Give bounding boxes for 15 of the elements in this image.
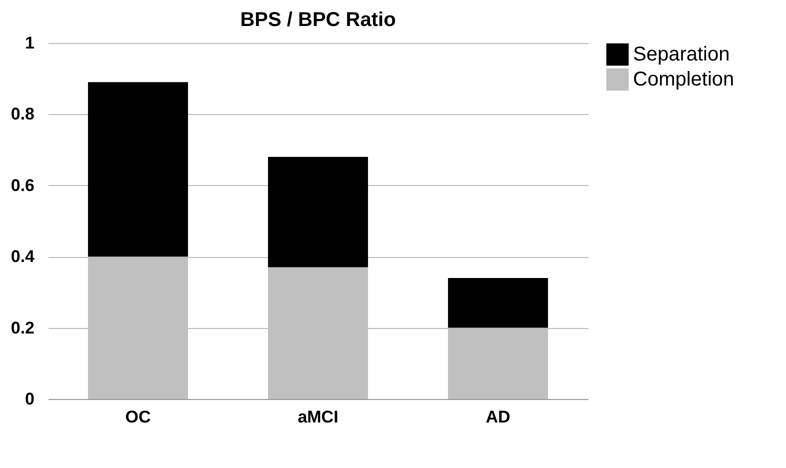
bar [448,278,548,328]
y-tick-label: 0.6 [10,176,34,195]
x-tick-label: AD [486,408,510,426]
y-tick-label: 1 [25,34,34,52]
y-tick-label: 0.2 [10,318,34,338]
y-tick-label: 0.8 [10,104,34,124]
bar [88,82,188,257]
y-tick-label: 0 [25,390,34,408]
legend-label: Separation [633,44,730,66]
y-tick-label: 0.4 [10,247,36,266]
chart-title: BPS / BPC Ratio [240,9,396,31]
x-tick-label: OC [125,408,151,426]
bar [268,156,368,268]
legend-label: Completion [633,68,734,90]
x-tick-label: aMCI [298,408,338,426]
